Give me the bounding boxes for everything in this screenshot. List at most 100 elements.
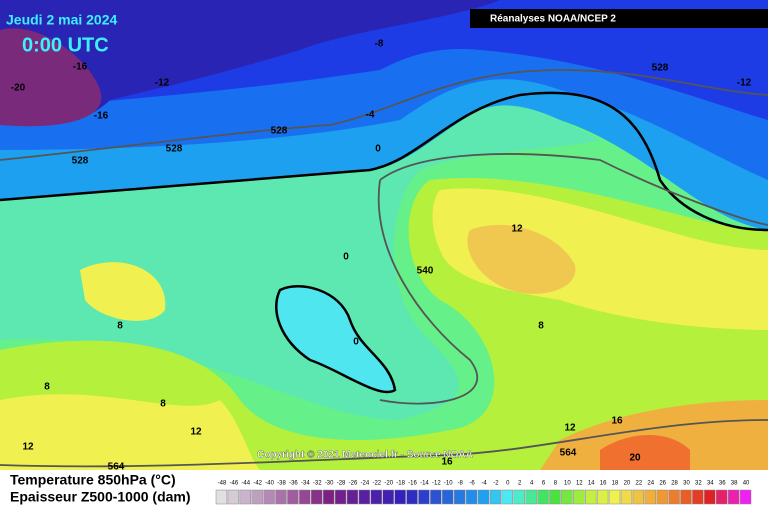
scale-swatch <box>716 489 728 505</box>
scale-label: -28 <box>337 481 346 487</box>
time: 0:00 UTC <box>22 34 109 56</box>
scale-swatch <box>442 489 454 505</box>
scale-swatch <box>334 489 347 505</box>
contour-label: 16 <box>441 457 453 468</box>
scale-swatch <box>632 489 645 505</box>
scale-label: 20 <box>624 481 631 487</box>
scale-swatch <box>537 489 549 505</box>
scale-label: -2 <box>493 481 499 487</box>
contour-label: 0 <box>375 144 381 155</box>
scale-label: 18 <box>612 481 619 487</box>
contour-label: -4 <box>366 110 375 121</box>
scale-swatch <box>406 489 418 505</box>
region-south-warm <box>0 394 260 470</box>
contour-528 <box>0 69 768 161</box>
scale-label: -30 <box>325 481 334 487</box>
scale-label: 12 <box>576 481 583 487</box>
scale-swatch <box>656 489 668 505</box>
scale-label: -14 <box>420 481 429 487</box>
scale-swatch <box>489 489 502 505</box>
scale-swatch <box>418 489 430 505</box>
scale-swatch <box>215 489 228 505</box>
contour-label: 8 <box>160 399 166 410</box>
scale-swatch <box>370 489 383 505</box>
contour-label: -16 <box>94 111 109 122</box>
scale-label: 34 <box>707 481 714 487</box>
scale-swatch <box>263 489 275 505</box>
scale-label: -16 <box>408 481 417 487</box>
scale-label: -26 <box>349 481 358 487</box>
scale-swatch <box>287 489 299 505</box>
source-box <box>470 9 768 28</box>
contour-label: -8 <box>375 39 384 50</box>
contour-label: 8 <box>44 382 50 393</box>
scale-label: -24 <box>361 481 370 487</box>
scale-label: 24 <box>647 481 654 487</box>
scale-swatch <box>620 489 633 505</box>
scale-label: 14 <box>588 481 595 487</box>
scale-label: 26 <box>659 481 666 487</box>
contour-label: 12 <box>22 442 34 453</box>
scale-label: -22 <box>372 481 381 487</box>
scale-swatch <box>739 489 752 505</box>
scale-label: -46 <box>230 481 239 487</box>
contour-label: -12 <box>737 78 752 89</box>
region-hot <box>540 400 768 470</box>
scale-swatch <box>501 489 514 505</box>
copyright: Copyright © 2021 Meteociel.fr - Source N… <box>257 450 473 461</box>
scale-label: 4 <box>530 481 534 487</box>
scale-label: 0 <box>506 481 510 487</box>
contour-label: 0 <box>353 337 359 348</box>
contour-label: 12 <box>511 224 523 235</box>
scale-label: 40 <box>743 481 750 487</box>
scale-label: 22 <box>636 481 643 487</box>
scale-swatch <box>704 489 716 505</box>
scale-swatch <box>275 489 287 505</box>
contour-label: 540 <box>417 266 434 277</box>
scale-swatch <box>453 489 466 505</box>
region-cool <box>0 105 600 421</box>
contour-labels: -20 -16 -16 -12 -8 -12 -4 0 0 0 528 528 528 528 540 12 8… <box>11 39 752 473</box>
contour-thickness <box>377 153 768 405</box>
scale-label: -48 <box>218 481 227 487</box>
scale-label: -42 <box>253 481 262 487</box>
scale-swatch <box>727 489 740 505</box>
contour-label: 528 <box>72 156 89 167</box>
scale-swatch <box>346 489 359 505</box>
scale-swatch <box>668 489 680 505</box>
contour-label: 12 <box>564 423 576 434</box>
scale-swatch <box>561 489 573 505</box>
contour-label: 12 <box>190 427 202 438</box>
contour-label: 528 <box>166 144 183 155</box>
scale-swatch <box>311 489 323 505</box>
scale-swatch <box>525 489 537 505</box>
scale-swatch <box>477 489 490 505</box>
scale-swatch <box>430 489 442 505</box>
scale-label: 16 <box>600 481 607 487</box>
scale-swatch <box>227 489 240 505</box>
scale-label: -12 <box>432 481 441 487</box>
scale-swatch <box>251 489 263 505</box>
contour-label: 528 <box>652 63 669 74</box>
scale-label: 28 <box>671 481 678 487</box>
contour-564 <box>0 419 768 468</box>
contour-label: -20 <box>11 83 26 94</box>
region-hotter <box>600 435 690 470</box>
scale-label: -6 <box>469 481 475 487</box>
contour-label: 528 <box>271 126 288 137</box>
band-arctic <box>0 0 500 125</box>
scale-label: -34 <box>301 481 310 487</box>
scale-label: -44 <box>241 481 250 487</box>
scale-label: 6 <box>542 481 546 487</box>
scale-label: 2 <box>518 481 522 487</box>
contour-label: 8 <box>117 321 123 332</box>
date: Jeudi 2 mai 2024 <box>6 12 118 28</box>
scale-swatch <box>394 489 406 505</box>
scale-label: -32 <box>313 481 322 487</box>
region-warmer <box>467 224 576 294</box>
contour-label: 564 <box>560 448 577 459</box>
scale-swatch <box>596 489 609 505</box>
scale-label: -40 <box>265 481 274 487</box>
legend-subtitle: Epaisseur Z500-1000 (dam) <box>10 489 191 505</box>
scale-label: -38 <box>277 481 286 487</box>
